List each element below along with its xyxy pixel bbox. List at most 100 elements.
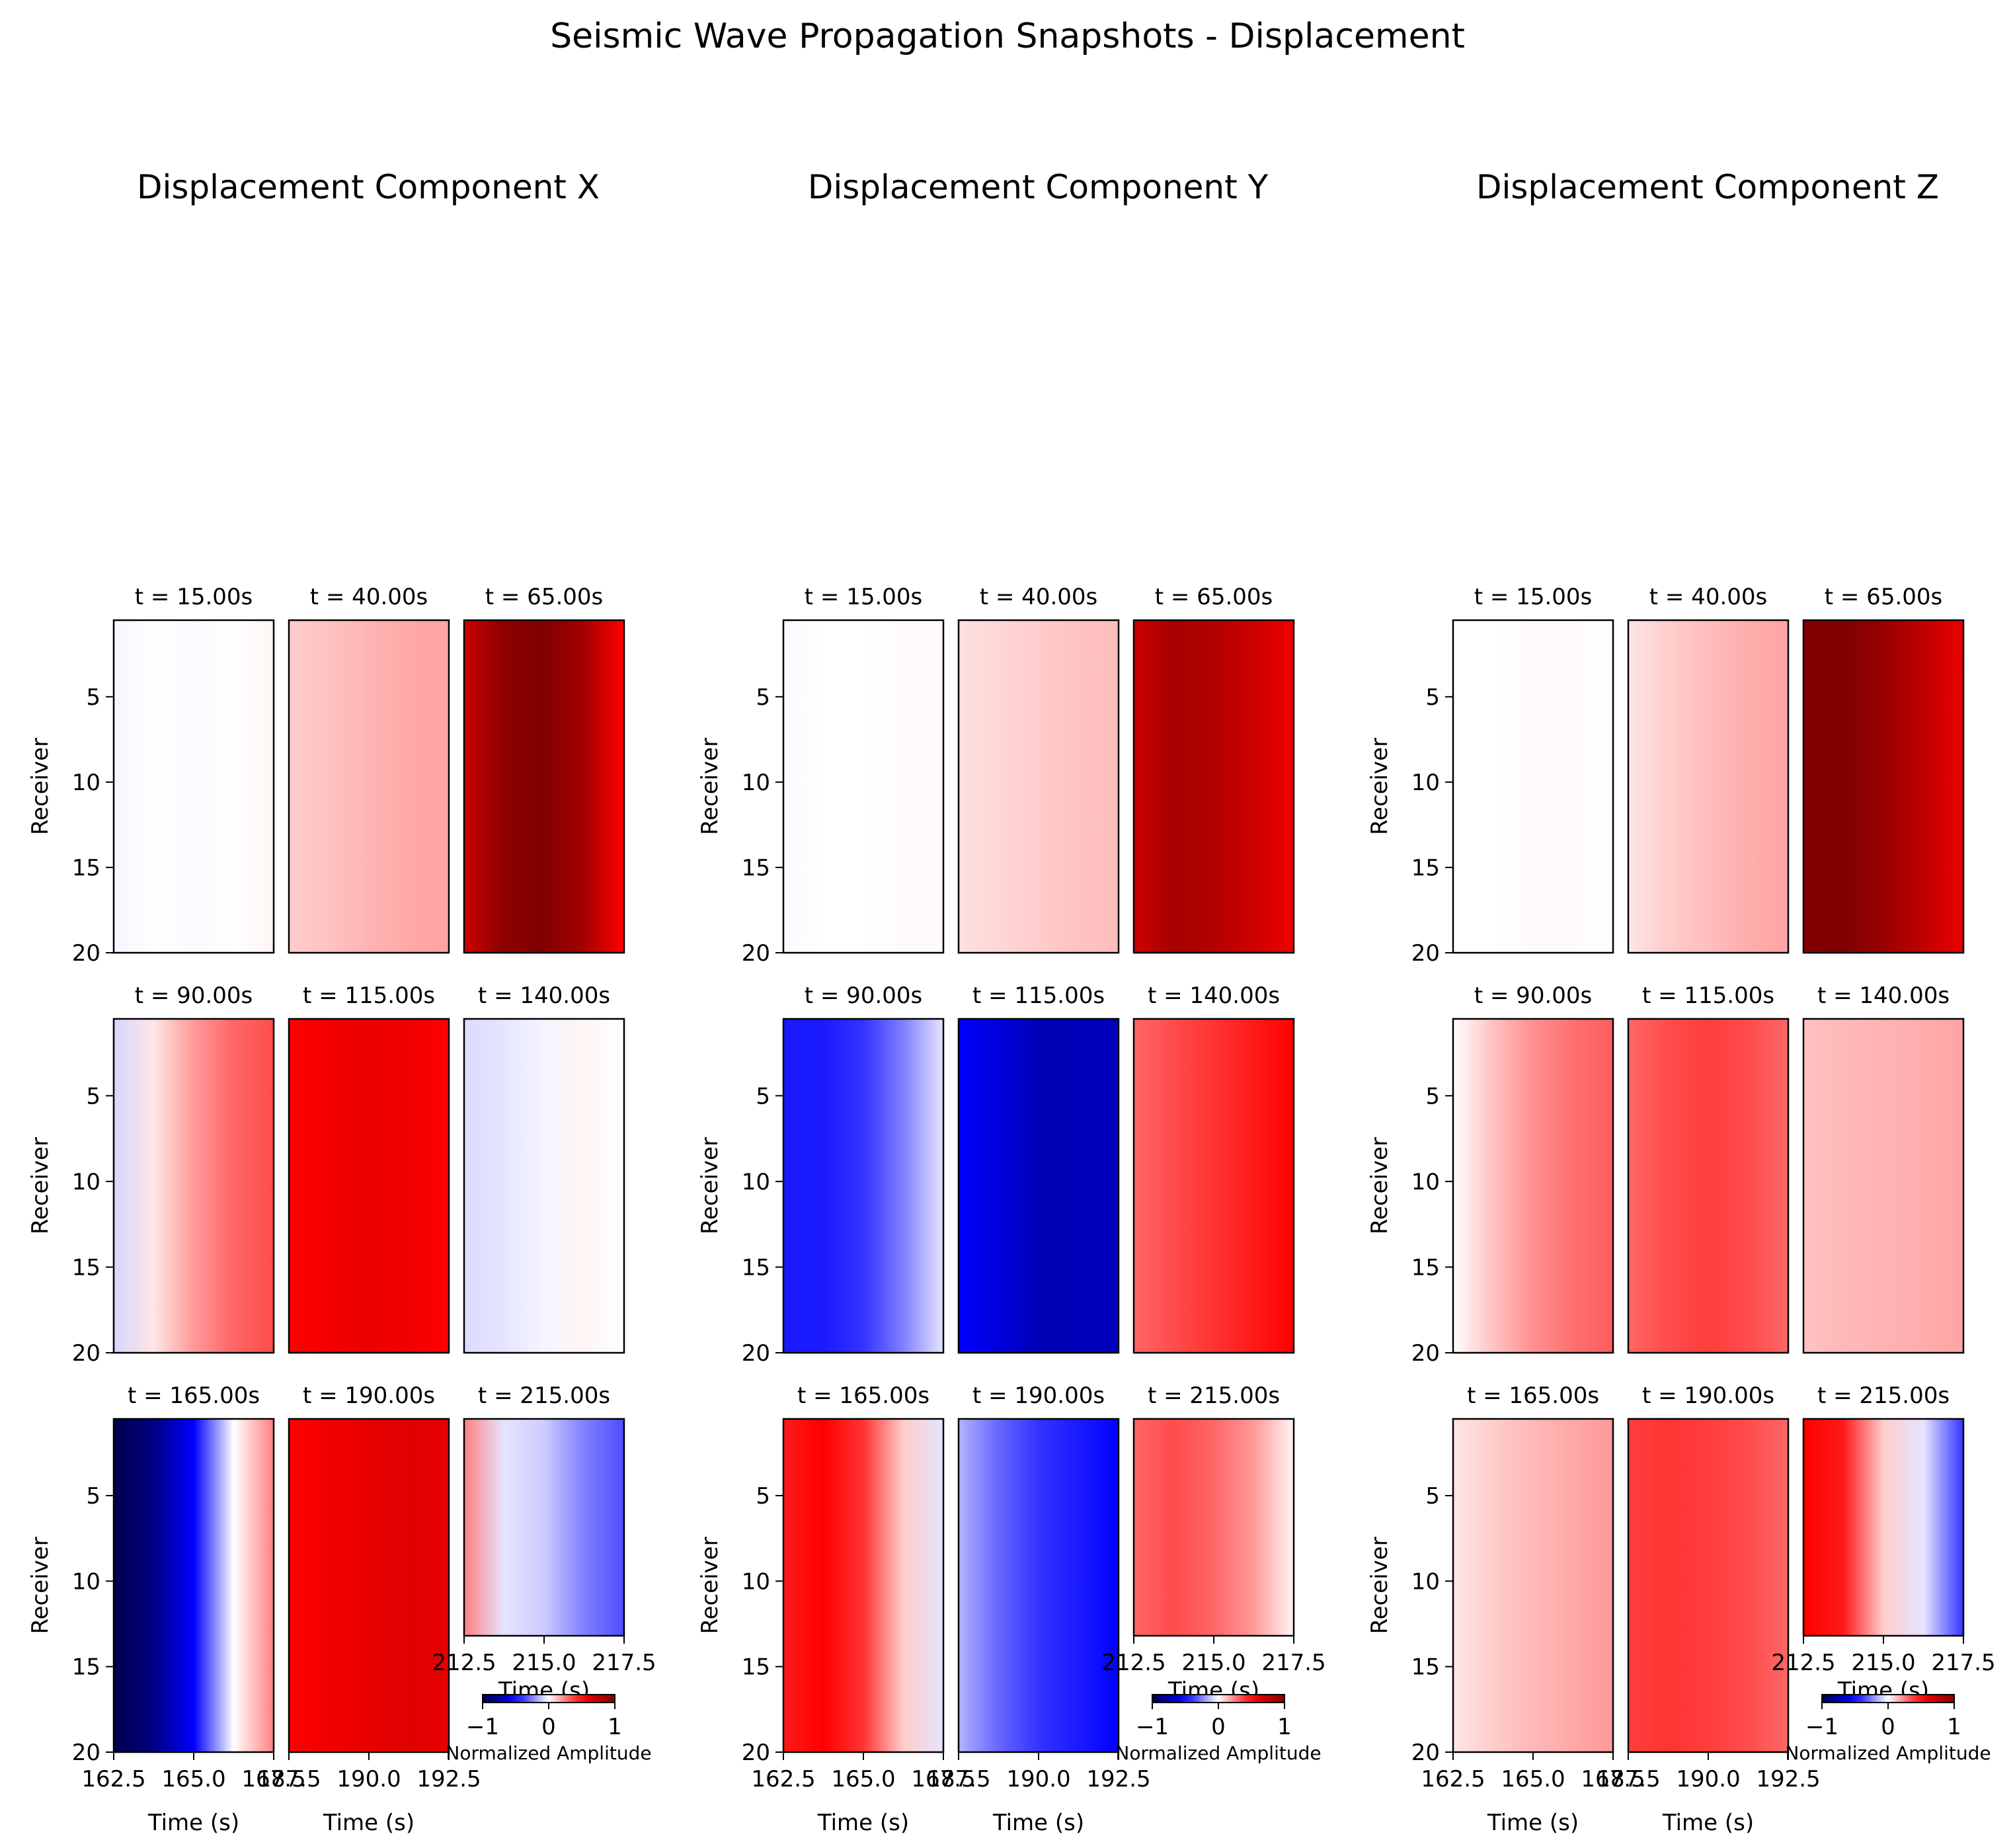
snapshot-title: t = 190.00s	[1642, 1383, 1774, 1409]
colorbar-label: Normalized Amplitude	[1785, 1742, 1991, 1764]
colorbar-tick-label: 1	[1947, 1714, 1961, 1740]
x-tick-label: 162.5	[751, 1766, 815, 1792]
snapshot-title: t = 65.00s	[485, 584, 603, 610]
y-tick-label: 20	[742, 1340, 770, 1367]
y-tick-label: 10	[72, 1568, 100, 1595]
snapshot-title: t = 165.00s	[797, 1383, 929, 1409]
snapshot-panel: t = 65.00s	[1802, 584, 1965, 954]
component-group-z: Displacement Component Zt = 15.00s510152…	[1366, 168, 1996, 1836]
colorbar-tick-label: 1	[1277, 1714, 1292, 1740]
colorbar-bar	[1821, 1694, 1955, 1703]
x-tick-label: 167.5	[241, 1766, 305, 1792]
y-tick-label: 5	[756, 684, 770, 711]
colorbar-bar	[482, 1694, 615, 1703]
heatmap-cell	[957, 619, 1120, 954]
snapshot-panel: t = 140.00s	[1132, 983, 1295, 1354]
x-tick-label: 190.0	[1006, 1766, 1070, 1792]
x-axis-label: Time (s)	[992, 1810, 1084, 1836]
heatmap-cell	[957, 1418, 1120, 1753]
snapshot-panel: t = 140.00s	[463, 983, 625, 1354]
y-axis-label: Receiver	[27, 738, 54, 835]
x-axis-label: Time (s)	[1487, 1810, 1579, 1836]
snapshot-title: t = 65.00s	[1155, 584, 1273, 610]
heatmap-cell	[1452, 1018, 1614, 1354]
snapshot-title: t = 40.00s	[1649, 584, 1767, 610]
heatmap-cell	[1452, 1418, 1614, 1753]
y-tick-label: 20	[72, 940, 100, 967]
component-title: Displacement Component X	[137, 168, 600, 206]
colorbar-tick-label: −1	[466, 1714, 499, 1740]
snapshot-title: t = 140.00s	[1817, 983, 1950, 1009]
x-tick-label: 167.5	[1581, 1766, 1645, 1792]
snapshot-panel: t = 140.00s	[1802, 983, 1965, 1354]
heatmap-cell	[1132, 1418, 1295, 1637]
x-tick-label: 212.5	[432, 1650, 496, 1676]
y-axis-label: Receiver	[1366, 738, 1393, 835]
heatmap-cell	[782, 619, 945, 954]
heatmap-cell	[288, 619, 450, 954]
snapshot-title: t = 190.00s	[303, 1383, 435, 1409]
y-axis-label: Receiver	[1366, 1537, 1393, 1634]
snapshot-title: t = 165.00s	[128, 1383, 260, 1409]
snapshot-panel: t = 40.00s	[1627, 584, 1790, 954]
y-tick-label: 5	[86, 1083, 100, 1109]
snapshot-title: t = 40.00s	[980, 584, 1097, 610]
y-tick-label: 20	[742, 1740, 770, 1766]
x-tick-label: 217.5	[1931, 1650, 1995, 1676]
y-tick-label: 5	[1425, 684, 1440, 711]
x-tick-label: 217.5	[1261, 1650, 1325, 1676]
heatmap-cell	[1802, 1018, 1965, 1354]
x-axis-label: Time (s)	[147, 1810, 239, 1836]
y-tick-label: 15	[742, 855, 770, 881]
snapshot-title: t = 40.00s	[310, 584, 428, 610]
heatmap-cell	[112, 619, 275, 954]
component-title: Displacement Component Y	[808, 168, 1269, 206]
x-tick-label: 217.5	[592, 1650, 656, 1676]
y-axis-label: Receiver	[697, 1137, 723, 1234]
y-tick-label: 20	[1411, 940, 1440, 967]
snapshot-title: t = 90.00s	[135, 983, 253, 1009]
x-tick-label: 215.0	[1181, 1650, 1245, 1676]
x-tick-label: 165.0	[831, 1766, 895, 1792]
heatmap-cell	[782, 1018, 945, 1354]
snapshot-panel: t = 165.00s 5 10 15 20 Receiver 162.5 165.0 167.…	[1366, 1383, 1645, 1836]
y-tick-label: 20	[1411, 1340, 1440, 1367]
colorbar-tick-label: −1	[1136, 1714, 1169, 1740]
heatmap-cell	[463, 1018, 625, 1354]
snapshot-title: t = 15.00s	[805, 584, 922, 610]
snapshot-panel: t = 90.00s 5 10 15 20 Receiver	[1366, 983, 1614, 1367]
heatmap-cell	[288, 1418, 450, 1753]
y-tick-label: 15	[72, 1654, 100, 1681]
snapshot-panel: t = 40.00s	[288, 584, 450, 954]
heatmap-cell	[1132, 1018, 1295, 1354]
x-tick-label: 212.5	[1771, 1650, 1835, 1676]
y-tick-label: 5	[756, 1083, 770, 1109]
y-tick-label: 10	[1411, 770, 1440, 796]
x-tick-label: 187.5	[926, 1766, 990, 1792]
y-tick-label: 5	[86, 684, 100, 711]
heatmap-cell	[112, 1018, 275, 1354]
x-tick-label: 167.5	[911, 1766, 975, 1792]
x-tick-label: 192.5	[416, 1766, 481, 1792]
snapshot-panel: t = 15.00s 5 10 15 20 Receiver	[1366, 584, 1614, 967]
snapshot-title: t = 15.00s	[135, 584, 253, 610]
x-tick-label: 192.5	[1086, 1766, 1150, 1792]
y-tick-label: 10	[1411, 1568, 1440, 1595]
colorbar-tick-label: 0	[541, 1714, 556, 1740]
heatmap-cell	[463, 619, 625, 954]
x-tick-label: 215.0	[1851, 1650, 1915, 1676]
snapshot-panel: t = 65.00s	[463, 584, 625, 954]
snapshot-title: t = 140.00s	[1148, 983, 1280, 1009]
heatmap-cell	[1802, 619, 1965, 954]
snapshot-title: t = 65.00s	[1825, 584, 1942, 610]
heatmap-cell	[1627, 619, 1790, 954]
heatmap-cell	[463, 1418, 625, 1637]
colorbar-tick-label: 0	[1211, 1714, 1226, 1740]
